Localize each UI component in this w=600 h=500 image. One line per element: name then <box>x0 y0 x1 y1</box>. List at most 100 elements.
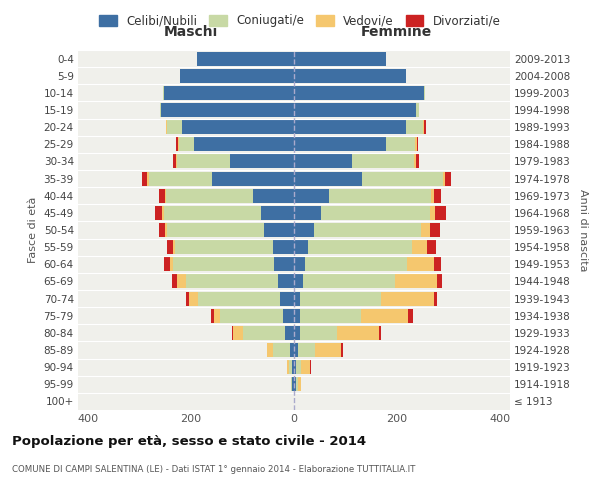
Bar <box>445 172 451 185</box>
Text: Femmine: Femmine <box>361 25 433 39</box>
Bar <box>406 120 422 134</box>
Bar <box>294 120 406 134</box>
Bar <box>166 120 167 134</box>
Bar <box>253 188 294 202</box>
Bar <box>274 240 294 254</box>
Bar <box>294 343 298 357</box>
Bar <box>407 258 434 272</box>
Bar <box>294 138 386 151</box>
Bar <box>424 86 425 100</box>
Bar <box>301 360 310 374</box>
Bar <box>291 378 292 392</box>
Bar <box>167 223 264 237</box>
Bar <box>292 360 294 374</box>
Bar <box>298 343 314 357</box>
Bar <box>142 172 148 185</box>
Text: COMUNE DI CAMPI SALENTINA (LE) - Dati ISTAT 1° gennaio 2014 - Elaborazione TUTTI: COMUNE DI CAMPI SALENTINA (LE) - Dati IS… <box>12 465 415 474</box>
Bar <box>294 308 300 322</box>
Bar <box>424 120 425 134</box>
Bar <box>434 188 441 202</box>
Bar <box>242 326 285 340</box>
Bar <box>294 360 296 374</box>
Bar <box>416 154 419 168</box>
Bar <box>303 274 395 288</box>
Bar <box>294 103 416 117</box>
Bar <box>434 258 441 272</box>
Bar <box>267 343 274 357</box>
Bar <box>310 360 311 374</box>
Bar <box>164 258 170 272</box>
Bar <box>260 206 294 220</box>
Bar <box>294 378 296 392</box>
Bar <box>285 326 294 340</box>
Bar <box>166 188 253 202</box>
Bar <box>230 154 294 168</box>
Bar <box>212 172 294 185</box>
Bar <box>294 223 314 237</box>
Bar <box>197 52 294 66</box>
Bar <box>314 343 341 357</box>
Bar <box>233 326 242 340</box>
Bar <box>173 258 274 272</box>
Bar <box>362 172 443 185</box>
Bar <box>382 292 434 306</box>
Bar <box>294 258 305 272</box>
Bar <box>294 52 386 66</box>
Bar <box>361 308 408 322</box>
Bar <box>321 206 430 220</box>
Bar <box>294 206 321 220</box>
Bar <box>176 138 178 151</box>
Bar <box>160 103 161 117</box>
Bar <box>337 326 379 340</box>
Bar <box>408 308 413 322</box>
Text: Popolazione per età, sesso e stato civile - 2014: Popolazione per età, sesso e stato civil… <box>12 435 366 448</box>
Bar <box>166 223 167 237</box>
Text: Maschi: Maschi <box>164 25 218 39</box>
Y-axis label: Anni di nascita: Anni di nascita <box>578 188 587 271</box>
Bar <box>430 206 435 220</box>
Bar <box>435 206 446 220</box>
Bar <box>163 206 164 220</box>
Bar <box>220 308 283 322</box>
Bar <box>172 274 177 288</box>
Bar <box>149 172 212 185</box>
Bar <box>177 274 186 288</box>
Bar <box>283 308 294 322</box>
Bar <box>167 120 182 134</box>
Bar <box>300 292 382 306</box>
Bar <box>437 274 442 288</box>
Bar <box>176 154 177 168</box>
Bar <box>329 188 431 202</box>
Bar <box>289 360 292 374</box>
Bar <box>298 378 301 392</box>
Bar <box>148 172 149 185</box>
Bar <box>417 138 418 151</box>
Bar <box>296 360 301 374</box>
Bar <box>379 326 381 340</box>
Bar <box>415 138 417 151</box>
Bar <box>274 343 290 357</box>
Bar <box>422 120 424 134</box>
Bar <box>294 274 303 288</box>
Bar <box>278 274 294 288</box>
Bar <box>341 343 343 357</box>
Bar <box>159 188 165 202</box>
Bar <box>294 86 424 100</box>
Bar <box>412 240 427 254</box>
Bar <box>274 258 294 272</box>
Bar <box>287 360 289 374</box>
Bar <box>159 223 166 237</box>
Bar <box>180 68 294 82</box>
Bar <box>178 138 179 151</box>
Bar <box>194 138 294 151</box>
Bar <box>395 274 437 288</box>
Legend: Celibi/Nubili, Coniugati/e, Vedovi/e, Divorziati/e: Celibi/Nubili, Coniugati/e, Vedovi/e, Di… <box>96 11 504 31</box>
Bar <box>186 292 189 306</box>
Bar <box>182 120 294 134</box>
Bar <box>434 292 437 306</box>
Bar <box>427 240 436 254</box>
Bar <box>294 240 308 254</box>
Bar <box>175 240 274 254</box>
Bar <box>173 240 175 254</box>
Bar <box>163 86 164 100</box>
